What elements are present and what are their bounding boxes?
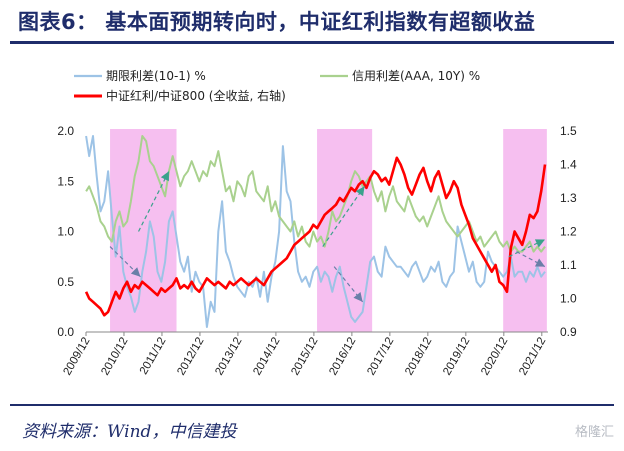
y-right-tick-label: 0.9	[560, 325, 577, 339]
x-tick-label: 2009/12	[61, 336, 92, 378]
trend-arrow-line	[516, 251, 546, 268]
y-right-tick-label: 1.3	[560, 191, 577, 205]
source-note: 资料来源：Wind，中信建投	[22, 422, 237, 442]
trend-arrow-head	[130, 267, 141, 277]
y-left-tick-label: 2.0	[57, 124, 74, 138]
highlight-bands	[110, 129, 547, 332]
trend-arrow-head	[353, 292, 363, 302]
trend-arrow-head	[355, 186, 365, 197]
chart: 期限利差(10-1) % 信用利差(AAA, 10Y) % 中证红利/中证800 (…	[57, 69, 577, 378]
x-tick-label: 2017/12	[365, 336, 396, 378]
x-tick-label: 2014/12	[251, 336, 282, 378]
series-lines	[84, 135, 547, 328]
highlight-band	[317, 129, 373, 332]
trend-arrow-head	[534, 258, 545, 267]
x-tick-label: 2019/12	[441, 336, 472, 378]
legend: 期限利差(10-1) % 信用利差(AAA, 10Y) % 中证红利/中证800 (…	[74, 69, 480, 103]
trend-arrows	[109, 170, 546, 303]
y-right-tick-label: 1.4	[560, 158, 577, 172]
x-tick-label: 2020/12	[479, 336, 510, 378]
x-tick-label: 2012/12	[175, 336, 206, 378]
y-right-tick-label: 1.1	[560, 258, 577, 272]
x-tick-label: 2013/12	[213, 336, 244, 378]
y-left-tick-label: 0.5	[57, 275, 74, 289]
trend-arrow-line	[322, 185, 366, 247]
bottom-divider	[10, 404, 614, 406]
highlight-band	[110, 129, 177, 332]
x-tick-label: 2011/12	[138, 336, 169, 377]
x-tick-label: 2015/12	[289, 336, 320, 378]
series-line-1	[85, 135, 546, 328]
page-title: 图表6： 基本面预期转向时，中证红利指数有超额收益	[18, 10, 536, 34]
y-right-tick-label: 1.2	[560, 225, 577, 239]
x-tick-label: 2021/12	[517, 336, 548, 378]
trend-arrow-line	[137, 170, 170, 232]
legend-label: 期限利差(10-1) %	[106, 69, 206, 83]
series-line-3	[84, 156, 547, 317]
y-left-tick-label: 0.0	[57, 325, 74, 339]
legend-label: 信用利差(AAA, 10Y) %	[352, 69, 480, 83]
y-left-tick-label: 1.0	[57, 225, 74, 239]
x-tick-label: 2010/12	[99, 336, 130, 378]
watermark: 格隆汇	[574, 425, 614, 440]
legend-label: 中证红利/中证800 (全收益, 右轴)	[106, 88, 286, 103]
y-right-tick-label: 1.5	[560, 124, 577, 138]
title-divider	[10, 41, 614, 44]
x-tick-label: 2016/12	[327, 336, 358, 378]
trend-arrow-head	[160, 171, 169, 182]
x-tick-label: 2018/12	[403, 336, 434, 378]
trend-arrow-head	[534, 239, 545, 248]
y-left-tick-label: 1.5	[57, 174, 74, 188]
y-right-tick-label: 1.0	[560, 292, 577, 306]
